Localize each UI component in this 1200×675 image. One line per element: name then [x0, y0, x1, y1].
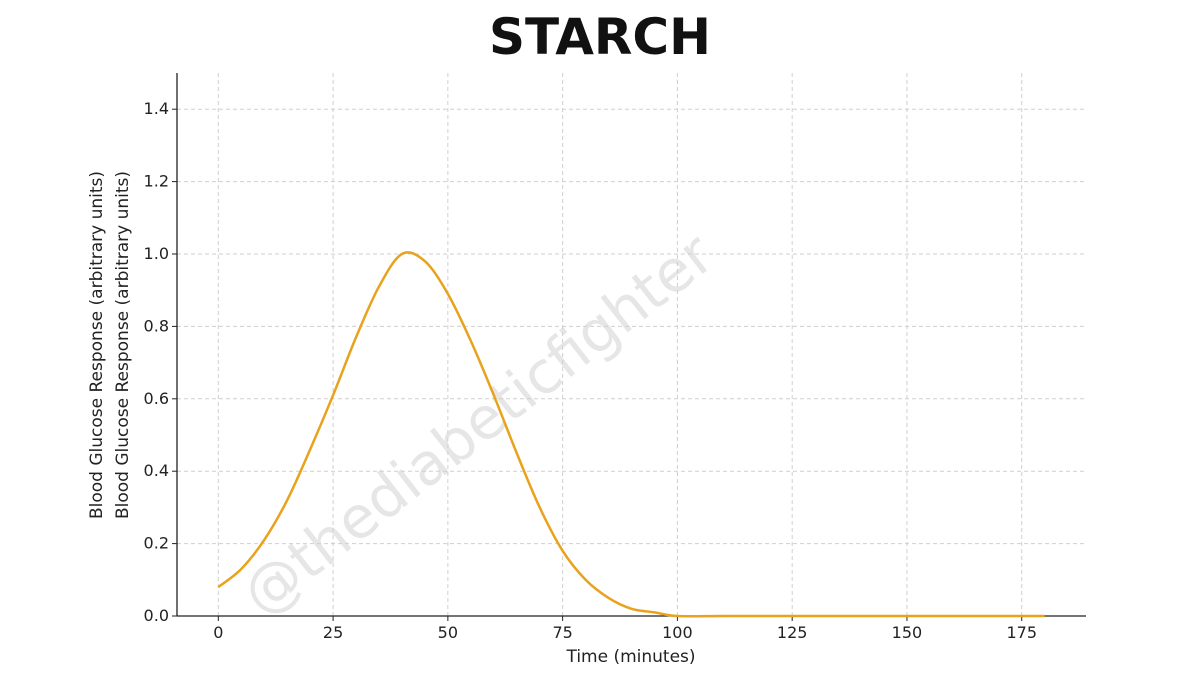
y-tick-label: 0.4	[144, 461, 169, 480]
y-tick-label: 1.4	[144, 99, 169, 118]
x-tick-label: 150	[892, 623, 923, 642]
x-tick-label: 75	[552, 623, 572, 642]
y-tick-label: 0.6	[144, 389, 169, 408]
series-layer	[217, 251, 1045, 618]
x-axis-label: Time (minutes)	[565, 647, 695, 667]
x-tick-label: 25	[323, 623, 343, 642]
y-tick-label: 0.2	[144, 534, 169, 553]
y-tick-label: 1.0	[144, 244, 169, 263]
x-tick-label: 125	[777, 623, 808, 642]
y-axis-label: Blood Glucose Response (arbitrary units)	[87, 171, 107, 519]
y-axis-label-duplicate: Blood Glucose Response (arbitrary units)	[113, 171, 133, 519]
x-tick-label: 50	[438, 623, 458, 642]
y-tick-label: 0.0	[144, 606, 169, 625]
x-tick-label: 0	[213, 623, 223, 642]
y-tick-label: 1.2	[144, 172, 169, 191]
series-line-0	[217, 251, 1045, 618]
x-tick-label: 100	[662, 623, 693, 642]
y-tick-label: 0.8	[144, 316, 169, 335]
watermark: @thediabeticfighter	[229, 220, 726, 629]
x-tick-label: 175	[1006, 623, 1037, 642]
tick-labels: 0 25 50 75 100 125 150 175 0.0 0.2 0.4 0.6 0.8 1.0 1.2…	[144, 99, 1037, 642]
chart-title: STARCH	[489, 8, 711, 66]
